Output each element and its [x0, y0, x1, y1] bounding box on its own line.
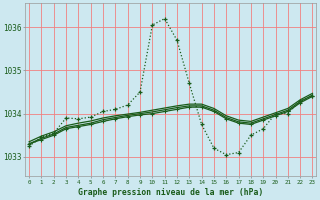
X-axis label: Graphe pression niveau de la mer (hPa): Graphe pression niveau de la mer (hPa): [78, 188, 263, 197]
